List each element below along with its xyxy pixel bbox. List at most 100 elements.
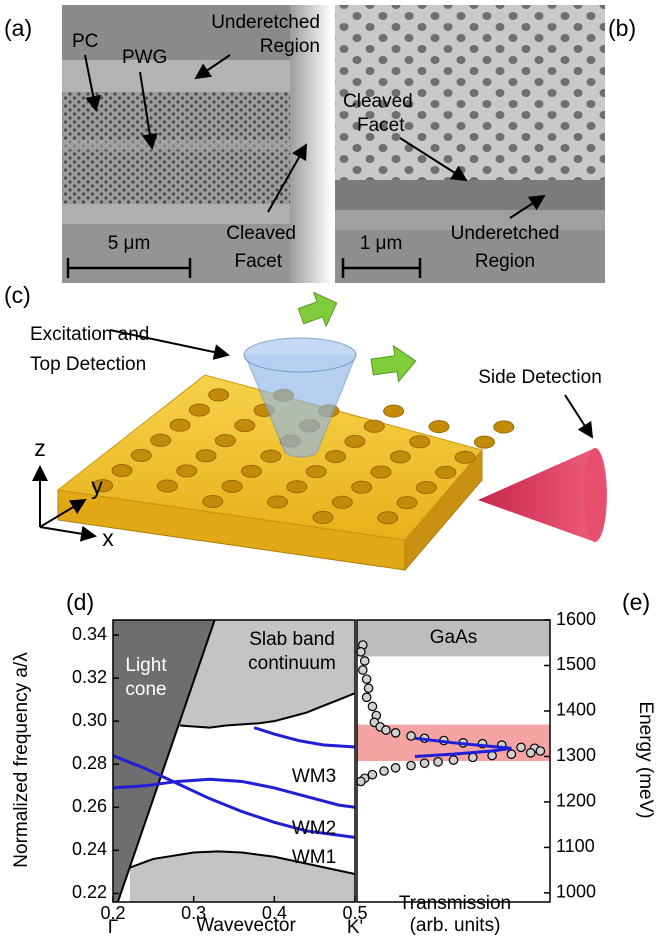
y-tick-label: 0.22 [72, 882, 107, 902]
frame [112, 619, 356, 903]
slab-hole [150, 433, 172, 447]
data-point [379, 766, 389, 776]
slab-hole [188, 403, 210, 417]
slab-hole [176, 464, 198, 478]
sem-image-a [62, 5, 330, 283]
slab-hole [331, 495, 353, 509]
slab-hole [325, 450, 347, 464]
mode-label: WM3 [292, 766, 336, 787]
annotation: PWG [122, 47, 167, 68]
data-point [361, 692, 372, 703]
slab-hole [415, 481, 437, 495]
slab-hole [286, 480, 308, 494]
y-tick-label: 1300 [556, 745, 596, 765]
slab-hole [312, 510, 334, 524]
data-point [467, 752, 478, 763]
annotation: Region [260, 36, 320, 57]
slab-hole [428, 420, 450, 434]
band-line [113, 777, 355, 809]
y-tick-label: 1400 [556, 700, 596, 720]
slab-hole [383, 404, 405, 418]
slab-hole [370, 465, 392, 479]
slab-hole [208, 388, 230, 402]
band-line [113, 754, 355, 839]
x-axis-title: Transmission [399, 893, 511, 914]
slab-hole [156, 479, 178, 493]
slab-hole [202, 495, 224, 509]
energy-band [357, 620, 550, 657]
region-label: cone [125, 679, 166, 700]
band-line [253, 726, 355, 749]
data-point [433, 757, 443, 767]
slab-hole [454, 450, 476, 464]
band-region [113, 620, 215, 902]
band-edge [129, 850, 355, 875]
slab-hole [267, 495, 289, 509]
band-label: GaAs [430, 627, 478, 648]
schematic [32, 291, 607, 572]
slab-hole [377, 511, 399, 525]
annotation: Top Detection [30, 354, 146, 375]
region-label: Light [125, 655, 167, 676]
y-tick-label: 0.32 [72, 667, 107, 687]
slab-hole [409, 435, 431, 449]
y-tick-label: 1500 [556, 654, 596, 674]
scale-bar-label: 1 μm [360, 233, 403, 254]
slab-hole [240, 464, 262, 478]
y-axis-title: Energy (meV) [635, 701, 656, 818]
fit-curve [414, 736, 512, 758]
sem-image-b [335, 5, 605, 283]
data-point [525, 748, 536, 758]
annotation: Excitation and [30, 324, 149, 345]
annotation: Facet [357, 115, 405, 136]
plot-area [113, 620, 355, 902]
data-point [381, 725, 391, 735]
slab-hole [363, 419, 385, 433]
data-point [506, 749, 517, 759]
panel-label: (a) [4, 15, 32, 41]
region-label: Slab band [249, 629, 335, 650]
band-region [179, 620, 355, 728]
region-label: continuum [248, 653, 336, 674]
slab-hole [111, 464, 133, 478]
panel-label: (c) [4, 282, 31, 308]
data-point [390, 727, 401, 738]
y-tick-label: 1000 [556, 882, 596, 902]
slab-hole [351, 480, 373, 494]
y-tick-label: 1600 [556, 609, 596, 629]
slab-hole [169, 418, 191, 432]
data-point [367, 769, 378, 780]
x-axis-title: (arb. units) [410, 915, 501, 936]
y-tick-label: 0.34 [72, 624, 107, 644]
mode-label: WM1 [292, 847, 336, 868]
axis-name: z [34, 435, 46, 461]
slab-hole [92, 479, 114, 493]
data-point [516, 742, 526, 753]
data-point [448, 755, 459, 765]
band-region [129, 851, 355, 902]
data-point [356, 647, 366, 657]
data-point [535, 746, 546, 756]
slab-hole [344, 434, 366, 448]
slab-hole [130, 448, 152, 462]
y-tick-label: 0.26 [72, 796, 107, 816]
band-edge [179, 692, 355, 729]
slab-hole [234, 419, 256, 433]
data-point [367, 701, 378, 712]
scale-bar-label: 5 μm [108, 233, 151, 254]
panel-label: (d) [66, 589, 94, 615]
slab-hole [389, 450, 411, 464]
data-point [357, 665, 368, 675]
annotation: PC [72, 31, 98, 52]
annotation: Cleaved [343, 91, 413, 112]
symmetry-point-label: Γ [108, 917, 118, 937]
x-tick-label: 0.3 [181, 903, 206, 923]
axis-name: y [91, 473, 103, 499]
x-tick-label: 0.2 [100, 903, 125, 923]
y-tick-label: 0.24 [72, 839, 107, 859]
y-tick-label: 0.28 [72, 753, 107, 773]
mode-label: WM2 [292, 818, 336, 839]
slab-hole [396, 496, 418, 510]
annotation: Region [475, 251, 535, 272]
